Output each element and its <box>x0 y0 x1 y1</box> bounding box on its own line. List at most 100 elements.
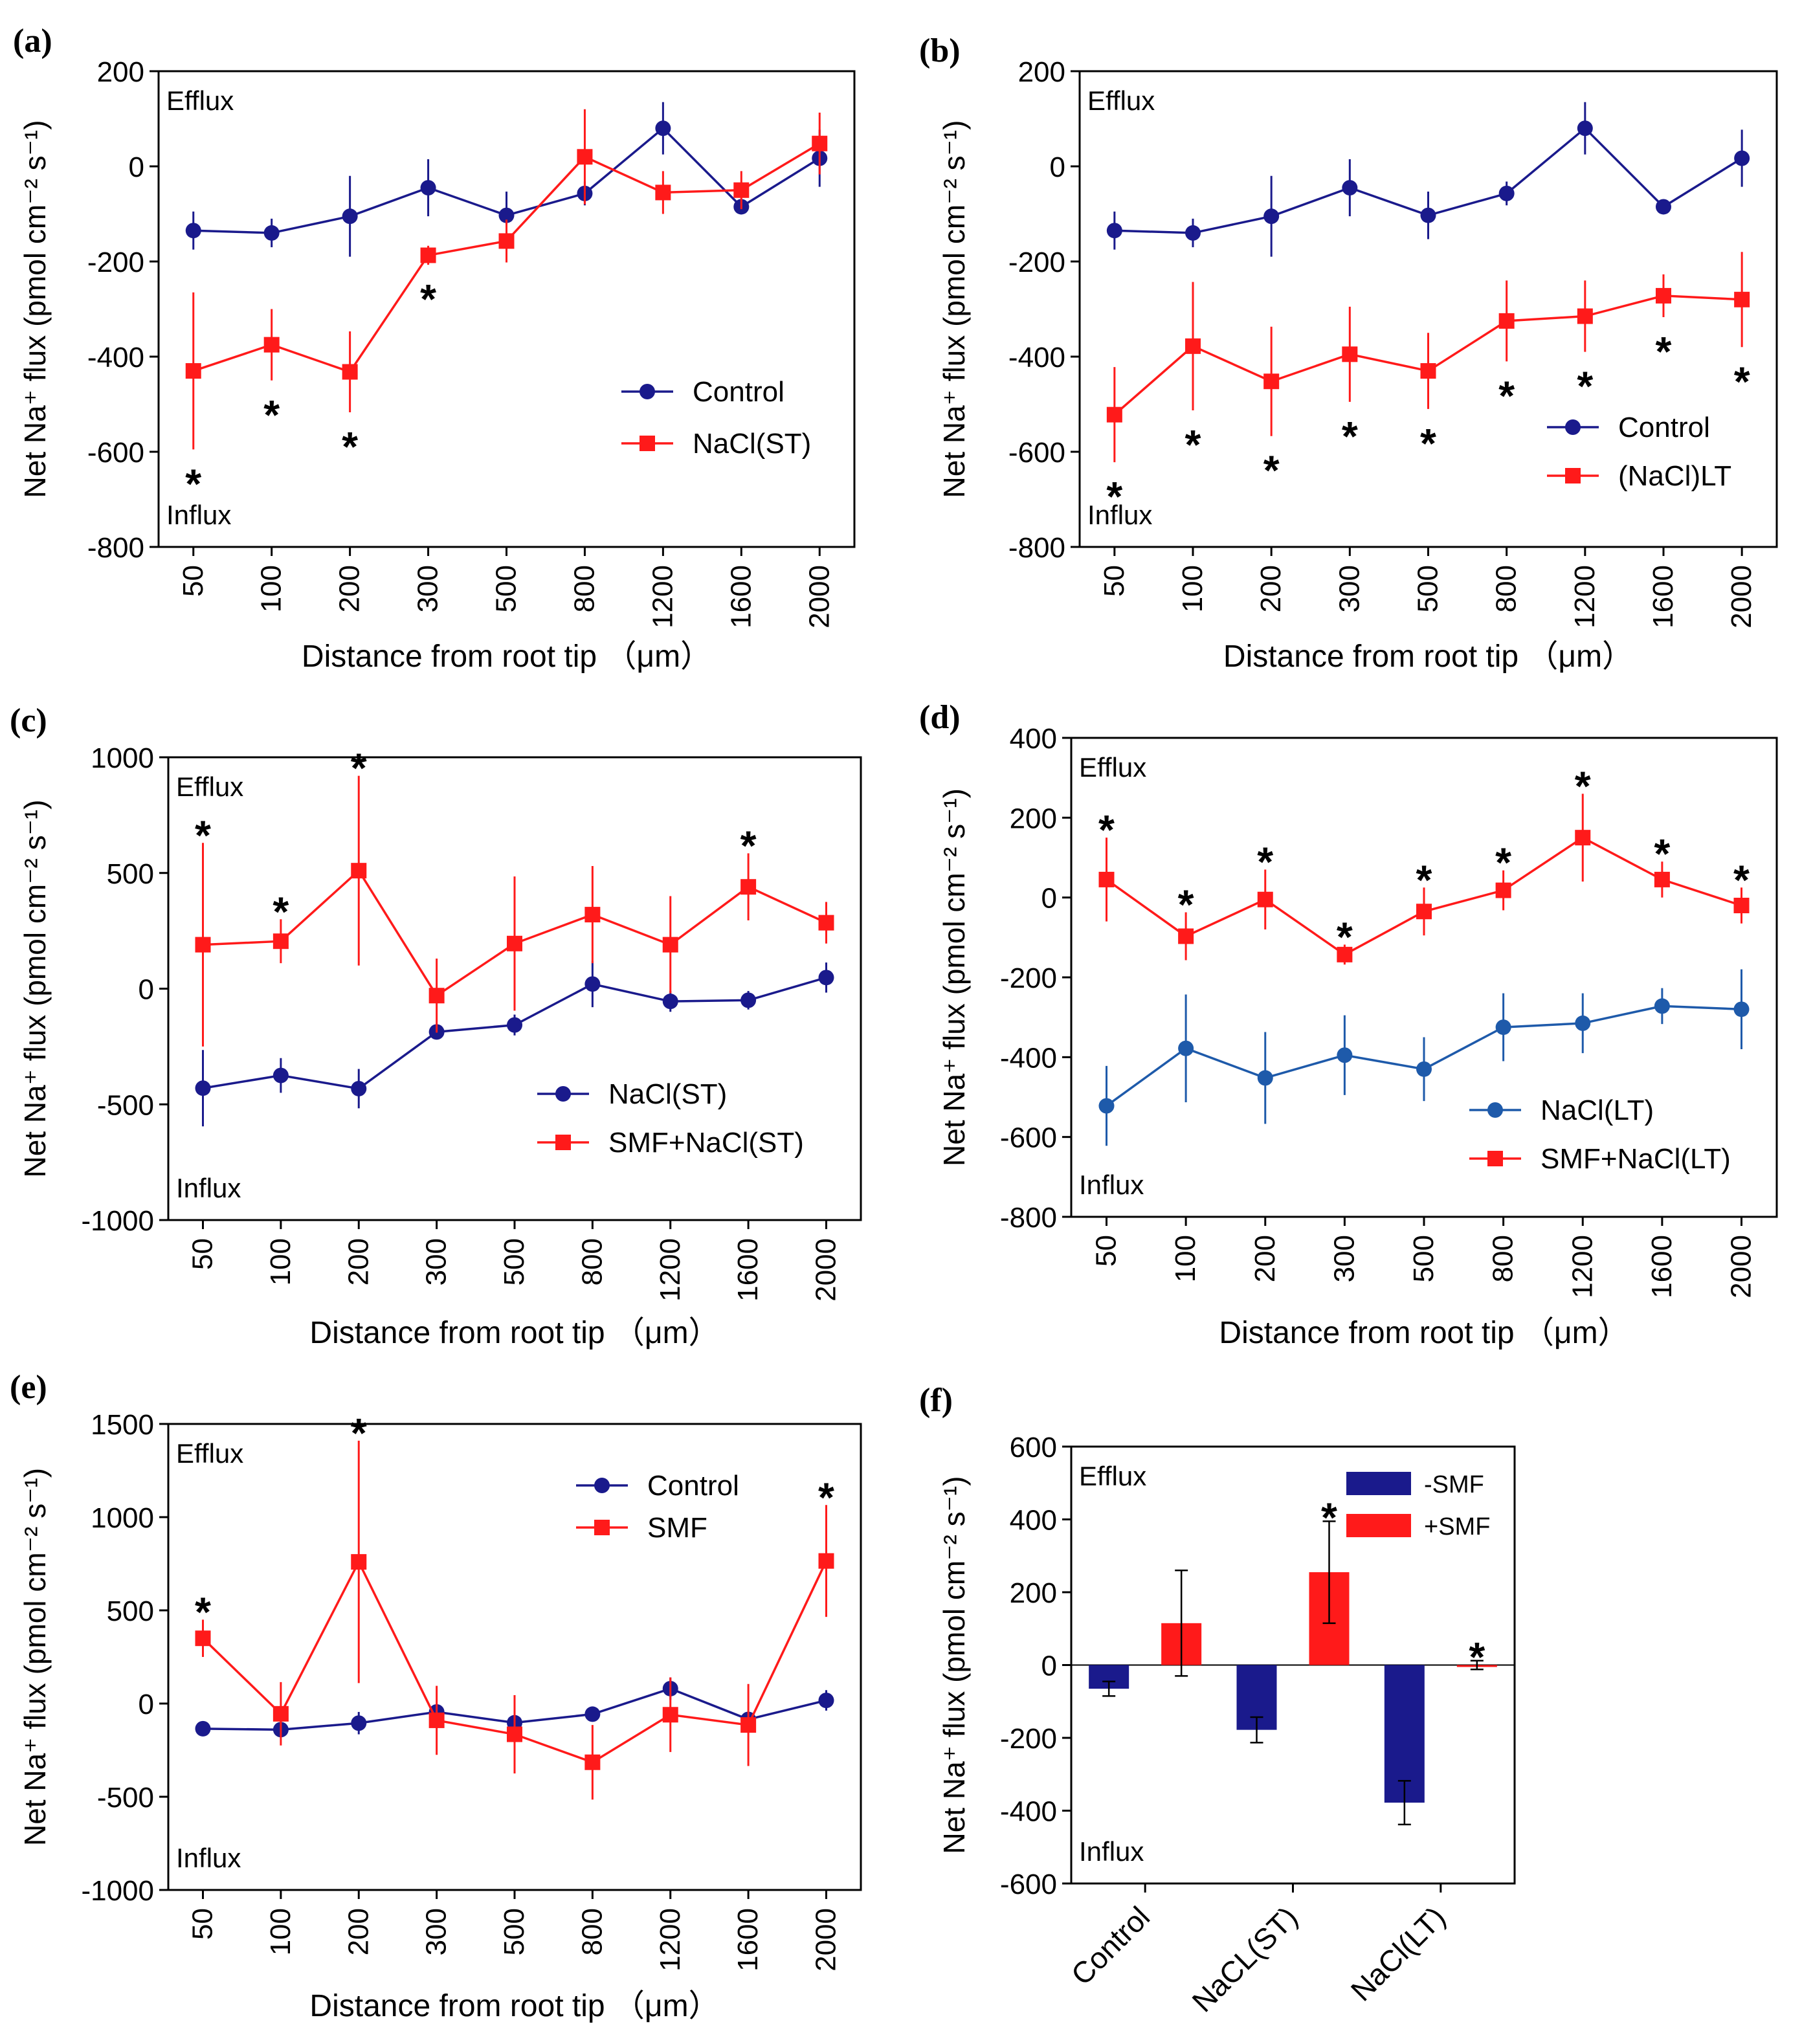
legend-marker <box>555 1135 571 1150</box>
data-point <box>1654 998 1670 1014</box>
x-axis-label: Distance from root tip （μm） <box>309 1989 719 2023</box>
data-point <box>273 933 289 950</box>
x-tick-label: 200 <box>334 565 366 612</box>
data-point <box>662 1707 678 1723</box>
y-tick-label: 400 <box>1010 1505 1057 1537</box>
data-point <box>1342 346 1358 362</box>
data-point <box>1106 406 1122 423</box>
significance-star: * <box>740 822 757 869</box>
significance-star: * <box>1257 839 1273 885</box>
data-point <box>1655 287 1671 304</box>
data-point <box>507 935 522 951</box>
legend: -SMF +SMF <box>1346 1471 1490 1540</box>
data-point <box>263 225 280 241</box>
significance-star: * <box>1416 856 1432 903</box>
data-point <box>507 1726 522 1742</box>
data-point <box>1498 185 1515 201</box>
significance-star: * <box>1734 358 1750 405</box>
efflux-label: Efflux <box>1079 752 1146 783</box>
legend-label: +SMF <box>1424 1513 1490 1540</box>
x-tick-label: 500 <box>1408 1235 1440 1282</box>
x-axis-label: Distance from root tip （μm） <box>1219 1316 1629 1350</box>
data-point <box>342 364 358 380</box>
series--SMF <box>1089 1665 1425 1826</box>
x-tick-label: 200 <box>342 1908 374 1955</box>
y-tick-label: -500 <box>97 1089 154 1121</box>
panel-label: (d) <box>919 699 961 736</box>
x-tick-label: 100 <box>1177 565 1208 612</box>
y-tick-label: -200 <box>1008 247 1065 278</box>
data-point <box>507 1017 522 1033</box>
data-point <box>1342 180 1358 196</box>
panel-label: (e) <box>10 1369 47 1406</box>
data-point <box>818 1693 834 1709</box>
x-tick-label: 200 <box>1249 1235 1281 1282</box>
significance-star: * <box>185 460 201 507</box>
y-tick-label: 0 <box>129 151 144 183</box>
data-point <box>1733 898 1750 913</box>
y-tick-label: 200 <box>97 56 144 88</box>
x-tick-label: 2000 <box>810 1238 842 1302</box>
significance-star: * <box>1337 913 1353 960</box>
y-tick-label: 600 <box>1010 1432 1057 1463</box>
data-point <box>1577 308 1593 324</box>
y-tick-label: -600 <box>87 437 144 469</box>
x-tick-label: 2000 <box>1726 1235 1757 1298</box>
significance-star: * <box>1420 420 1436 467</box>
data-point <box>195 937 211 953</box>
x-tick-label: 100 <box>265 1908 296 1955</box>
data-point <box>584 907 601 923</box>
x-axis-label: Distance from root tip （μm） <box>309 1316 719 1350</box>
significance-star: * <box>1495 839 1511 886</box>
legend-label: NaCl(ST) <box>693 428 811 460</box>
significance-star: * <box>1178 881 1194 928</box>
data-point <box>740 879 757 895</box>
data-point <box>662 937 678 953</box>
x-tick-label: 1600 <box>1646 1235 1678 1298</box>
significance-star: * <box>1263 447 1280 494</box>
significance-star: * <box>1654 830 1670 877</box>
data-point <box>1733 1001 1750 1017</box>
data-point <box>195 1720 211 1737</box>
significance-star: * <box>351 745 367 792</box>
data-point <box>1495 1019 1511 1036</box>
series-SMF+NaCl(LT): * * * * * * * * * <box>1098 762 1750 965</box>
y-tick-label: 500 <box>107 858 154 890</box>
y-tick-label: -600 <box>1008 437 1065 469</box>
influx-label: Influx <box>1079 1836 1144 1867</box>
y-tick-label: 200 <box>1010 803 1057 834</box>
y-axis-label: Net Na⁺ flux (pmol cm⁻² s⁻¹) <box>18 1468 52 1846</box>
legend-label: -SMF <box>1424 1471 1484 1498</box>
x-tick-label: 800 <box>576 1238 608 1285</box>
data-point <box>1416 904 1432 920</box>
data-point <box>1420 207 1436 223</box>
data-point <box>420 247 436 263</box>
data-point <box>185 363 201 379</box>
x-tick-label: Control <box>1065 1900 1157 1992</box>
data-point <box>740 1717 757 1733</box>
x-tick-label: NaCL(ST) <box>1185 1900 1304 2018</box>
data-point <box>1098 871 1115 887</box>
data-point <box>818 915 834 931</box>
significance-star: * <box>263 392 280 438</box>
x-tick-label: 800 <box>576 1908 608 1955</box>
y-tick-label: -800 <box>1008 532 1065 564</box>
legend: Control SMF <box>576 1470 739 1544</box>
legend-label: NaCl(LT) <box>1541 1094 1654 1126</box>
significance-star: * <box>1656 328 1672 375</box>
data-point <box>662 994 678 1010</box>
significance-star: * <box>1577 363 1593 410</box>
x-tick-label: 1200 <box>654 1908 686 1972</box>
x-tick-label: 50 <box>177 565 209 597</box>
data-point <box>1575 1015 1591 1031</box>
y-tick-label: -1000 <box>81 1875 154 1907</box>
data-point <box>1734 150 1750 166</box>
panel-label: (f) <box>919 1382 953 1419</box>
legend-marker <box>555 1086 571 1102</box>
data-point <box>498 207 515 223</box>
y-tick-label: 1000 <box>91 742 154 774</box>
legend-label: NaCl(ST) <box>608 1078 727 1110</box>
data-point <box>1257 1070 1273 1086</box>
y-tick-label: 0 <box>139 1689 154 1720</box>
